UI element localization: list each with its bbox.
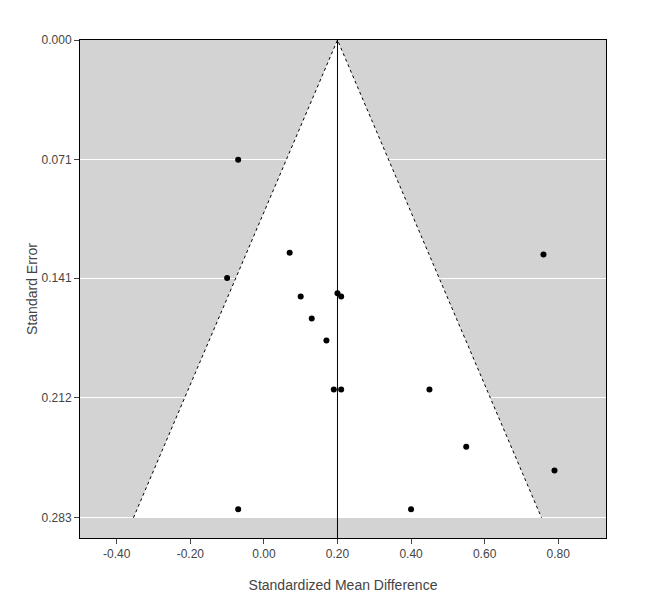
svg-text:-0.20: -0.20 — [177, 547, 205, 561]
svg-text:Standard Error: Standard Error — [24, 243, 40, 335]
svg-text:0.40: 0.40 — [399, 547, 423, 561]
svg-text:0.20: 0.20 — [326, 547, 350, 561]
svg-text:0.60: 0.60 — [473, 547, 497, 561]
svg-text:0.80: 0.80 — [547, 547, 571, 561]
svg-text:Standardized Mean Difference: Standardized Mean Difference — [249, 577, 438, 593]
svg-text:0.000: 0.000 — [42, 33, 72, 47]
svg-text:0.283: 0.283 — [42, 511, 72, 525]
svg-text:0.00: 0.00 — [252, 547, 276, 561]
svg-text:-0.40: -0.40 — [103, 547, 131, 561]
svg-text:0.141: 0.141 — [42, 271, 72, 285]
svg-text:0.212: 0.212 — [42, 391, 72, 405]
svg-text:0.071: 0.071 — [42, 153, 72, 167]
